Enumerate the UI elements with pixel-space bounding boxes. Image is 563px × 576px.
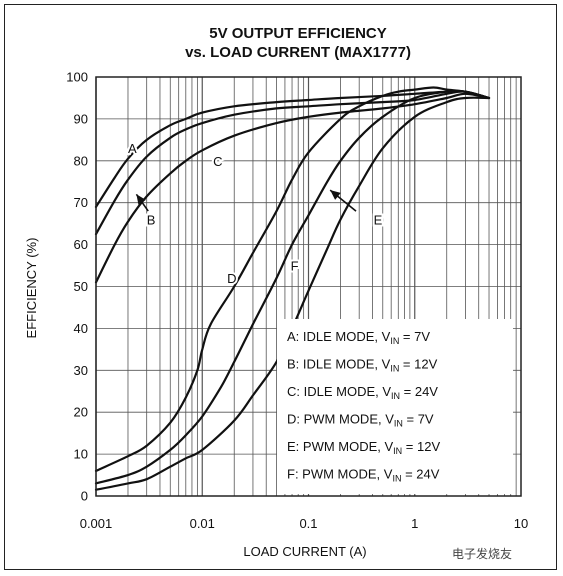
x-tick-label: 0.1 — [299, 516, 317, 531]
curve-labels: A B C D E F — [126, 139, 385, 288]
curve-label-f: F — [291, 259, 299, 274]
pointer-arrow-head — [136, 194, 146, 206]
x-axis-label: LOAD CURRENT (A) — [243, 544, 366, 559]
y-tick-label: 40 — [74, 321, 88, 336]
y-tick-label: 100 — [66, 70, 88, 85]
y-tick-label: 60 — [74, 237, 88, 252]
chart-title-line-2: vs. LOAD CURRENT (MAX1777) — [185, 44, 411, 61]
x-tick-label: 10 — [514, 516, 528, 531]
y-axis-label: EFFICIENCY (%) — [24, 238, 39, 339]
y-tick-label: 50 — [74, 279, 88, 294]
legend-entry: B: IDLE MODE, VIN = 12V — [287, 357, 438, 374]
chart-title-line-1: 5V OUTPUT EFFICIENCY — [209, 25, 387, 42]
legend-entry: E: PWM MODE, VIN = 12V — [287, 439, 440, 456]
legend: A: IDLE MODE, VIN = 7V B: IDLE MODE, VIN … — [277, 319, 513, 494]
x-tick-label: 0.001 — [80, 516, 113, 531]
curve-label-a: A — [128, 141, 137, 156]
curve-label-b: B — [147, 212, 156, 227]
y-tick-label: 30 — [74, 363, 88, 378]
legend-entry: A: IDLE MODE, VIN = 7V — [287, 329, 430, 346]
series-line-d — [94, 86, 491, 472]
curve-label-c: C — [213, 154, 222, 169]
series-line-b — [94, 90, 491, 236]
y-tick-label: 90 — [74, 111, 88, 126]
tick-labels: 0 10 20 30 40 50 60 70 80 90 100 0.001 0.01 0.1 1 10 — [66, 70, 528, 532]
y-tick-label: 70 — [74, 195, 88, 210]
x-tick-label: 0.01 — [190, 516, 215, 531]
plot-area — [95, 76, 522, 497]
legend-entry: F: PWM MODE, VIN = 24V — [287, 467, 440, 484]
series-line-c — [94, 92, 491, 284]
legend-entry: D: PWM MODE, VIN = 7V — [287, 412, 434, 429]
pointer-arrow-head — [330, 190, 341, 200]
x-tick-label: 1 — [411, 516, 418, 531]
y-tick-label: 0 — [81, 489, 88, 504]
legend-box — [277, 319, 513, 494]
series-line-a — [94, 90, 491, 208]
series-line-e — [94, 89, 491, 485]
y-tick-label: 10 — [74, 447, 88, 462]
curve-label-e: E — [374, 212, 383, 227]
y-tick-label: 80 — [74, 153, 88, 168]
legend-entry: C: IDLE MODE, VIN = 24V — [287, 384, 438, 401]
y-tick-label: 20 — [74, 405, 88, 420]
curve-label-d: D — [227, 271, 236, 286]
watermark: 电子发烧友 — [452, 546, 512, 561]
